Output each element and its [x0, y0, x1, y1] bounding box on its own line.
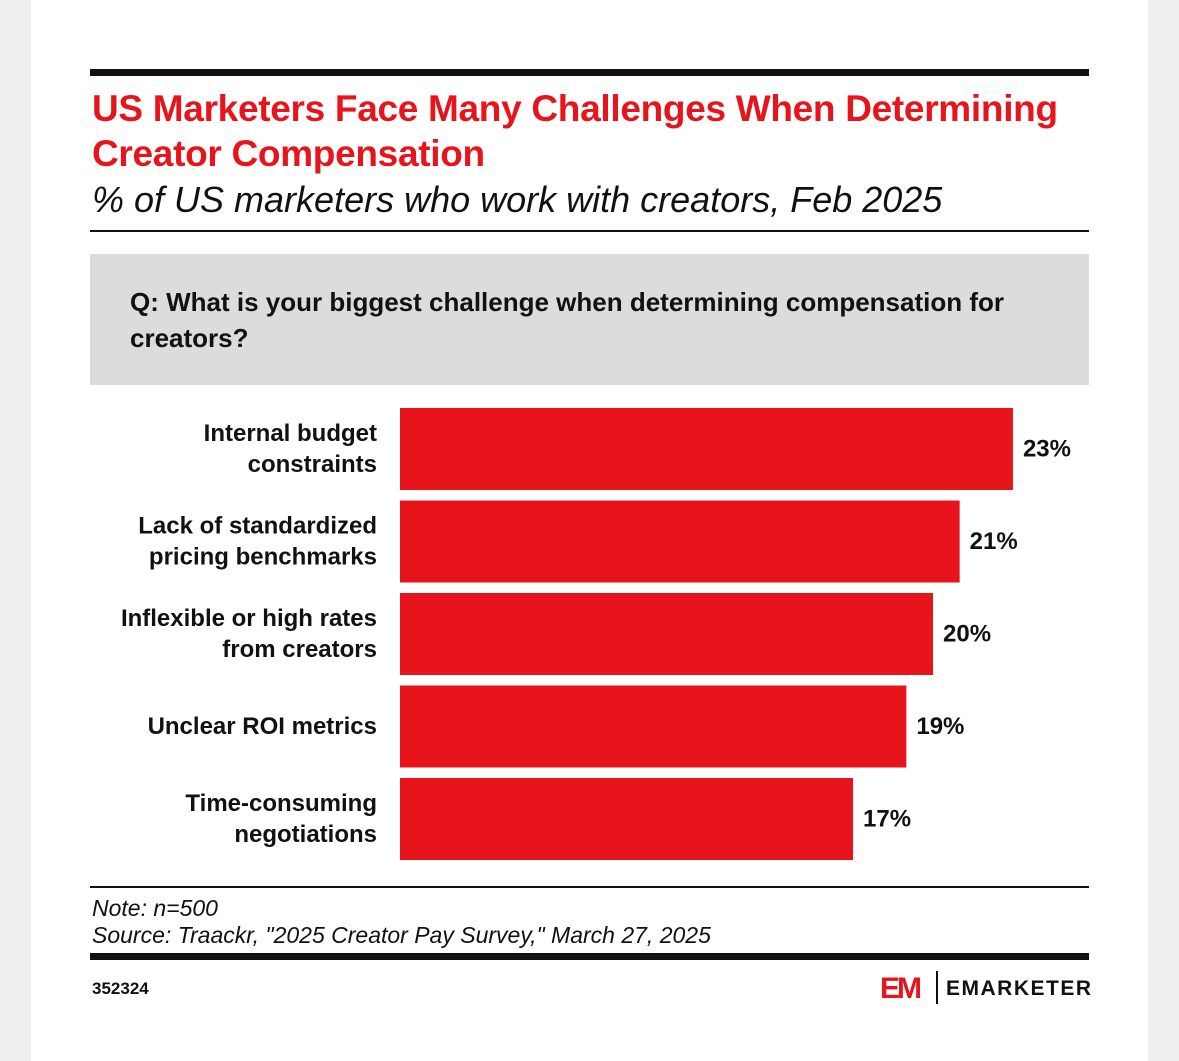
question-box: Q: What is your biggest challenge when d…	[90, 254, 1089, 385]
bar-5	[400, 778, 854, 860]
emarketer-logo: EM EMARKETER	[880, 970, 1093, 1006]
value-label-5: 17%	[863, 806, 911, 833]
note-rule	[90, 886, 1089, 888]
question-text: Q: What is your biggest challenge when d…	[130, 287, 1004, 353]
bar-2	[400, 500, 960, 583]
value-label-1: 23%	[1023, 436, 1071, 463]
bar-1	[400, 408, 1013, 490]
chart-title: US Marketers Face Many Challenges When D…	[92, 88, 1058, 174]
note-text: Note: n=500	[92, 895, 218, 921]
category-label-4: Unclear ROI metrics	[148, 713, 377, 740]
category-label-5: Time-consuming negotiations	[185, 790, 377, 848]
chart-id: 352324	[92, 979, 149, 998]
category-label-1: Internal budget constraints	[204, 420, 377, 478]
source-text: Source: Traackr, "2025 Creator Pay Surve…	[92, 922, 711, 948]
logo-divider	[936, 971, 938, 1004]
bottom-rule	[90, 953, 1089, 960]
brand-name: EMARKETER	[946, 977, 1093, 1000]
bar-4	[400, 685, 907, 768]
subtitle-rule	[90, 230, 1089, 232]
value-label-4: 19%	[916, 713, 964, 740]
value-label-2: 21%	[970, 528, 1018, 555]
top-rule	[90, 69, 1089, 76]
bar-3	[400, 593, 933, 675]
em-logo-mark: EM	[880, 972, 922, 1005]
chart-subtitle: % of US marketers who work with creators…	[92, 179, 943, 220]
value-label-3: 20%	[943, 621, 991, 648]
category-label-3: Inflexible or high rates from creators	[121, 605, 377, 663]
category-label-2: Lack of standardized pricing benchmarks	[138, 513, 377, 571]
